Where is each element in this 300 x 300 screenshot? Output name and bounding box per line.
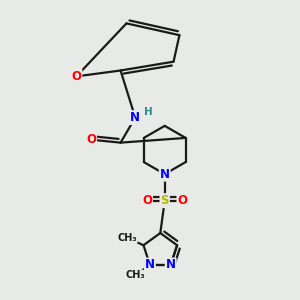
- Text: O: O: [177, 194, 188, 207]
- Text: O: O: [86, 133, 96, 146]
- Text: O: O: [71, 70, 81, 83]
- Text: CH₃: CH₃: [118, 233, 137, 243]
- Text: H: H: [144, 107, 153, 117]
- Text: CH₃: CH₃: [125, 270, 145, 280]
- Text: S: S: [160, 194, 169, 207]
- Text: O: O: [142, 194, 152, 207]
- Text: N: N: [145, 259, 155, 272]
- Text: N: N: [130, 111, 140, 124]
- Text: N: N: [160, 168, 170, 181]
- Text: N: N: [166, 259, 176, 272]
